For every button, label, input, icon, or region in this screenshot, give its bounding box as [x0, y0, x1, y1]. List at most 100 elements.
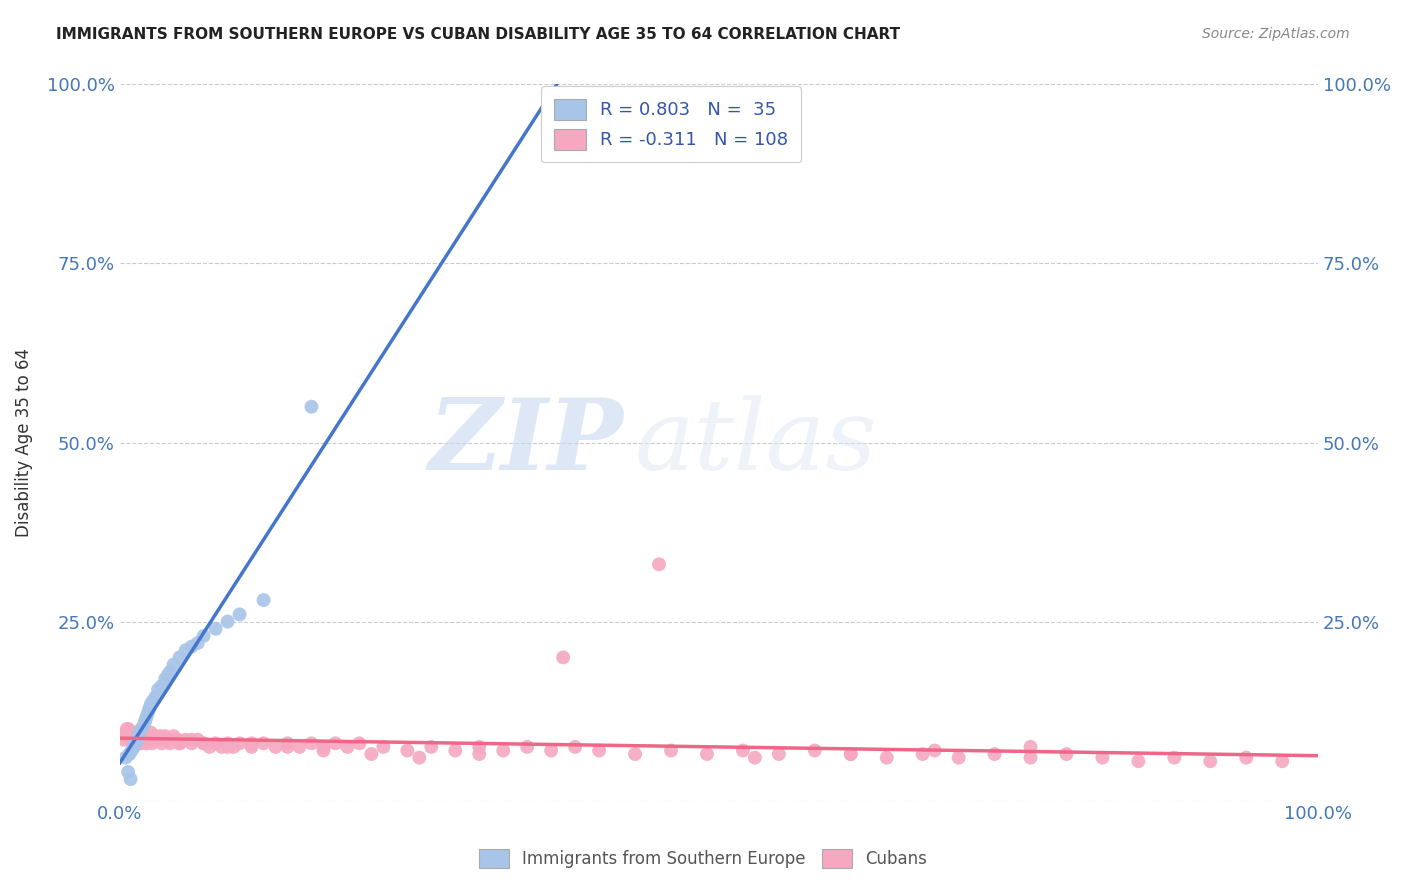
Point — [122, 739, 145, 754]
Point — [169, 650, 191, 665]
Point — [132, 718, 155, 732]
Point — [193, 736, 215, 750]
Point — [288, 739, 311, 754]
Point — [408, 750, 430, 764]
Point — [128, 729, 150, 743]
Point — [128, 725, 150, 739]
Point — [163, 657, 186, 672]
Point — [134, 714, 156, 729]
Point — [588, 743, 610, 757]
Point — [135, 729, 157, 743]
Point — [129, 732, 152, 747]
Point — [336, 739, 359, 754]
Point — [240, 736, 263, 750]
Point — [115, 725, 138, 739]
Point — [114, 725, 136, 739]
Point — [150, 679, 173, 693]
Point — [169, 736, 191, 750]
Text: IMMIGRANTS FROM SOUTHERN EUROPE VS CUBAN DISABILITY AGE 35 TO 64 CORRELATION CHA: IMMIGRANTS FROM SOUTHERN EUROPE VS CUBAN… — [56, 27, 900, 42]
Point — [115, 722, 138, 736]
Point — [624, 747, 647, 761]
Point — [1019, 739, 1042, 754]
Point — [252, 736, 274, 750]
Point — [118, 725, 141, 739]
Point — [204, 622, 226, 636]
Point — [174, 732, 197, 747]
Point — [696, 747, 718, 761]
Legend: Immigrants from Southern Europe, Cubans: Immigrants from Southern Europe, Cubans — [472, 842, 934, 875]
Point — [156, 732, 179, 747]
Point — [131, 736, 153, 750]
Point — [136, 729, 159, 743]
Point — [217, 739, 239, 754]
Point — [159, 665, 181, 679]
Point — [1091, 750, 1114, 764]
Point — [138, 704, 160, 718]
Text: Source: ZipAtlas.com: Source: ZipAtlas.com — [1202, 27, 1350, 41]
Point — [121, 732, 143, 747]
Point — [193, 736, 215, 750]
Point — [114, 729, 136, 743]
Point — [211, 739, 233, 754]
Point — [252, 593, 274, 607]
Point — [325, 736, 347, 750]
Point — [174, 643, 197, 657]
Point — [131, 722, 153, 736]
Point — [540, 743, 562, 757]
Point — [876, 750, 898, 764]
Point — [228, 736, 250, 750]
Point — [122, 736, 145, 750]
Point — [1234, 750, 1257, 764]
Point — [744, 750, 766, 764]
Point — [124, 729, 146, 743]
Point — [1019, 750, 1042, 764]
Point — [136, 707, 159, 722]
Point — [149, 729, 172, 743]
Point — [1271, 754, 1294, 768]
Point — [120, 729, 142, 743]
Point — [1128, 754, 1150, 768]
Point — [312, 739, 335, 754]
Point — [132, 729, 155, 743]
Point — [659, 743, 682, 757]
Point — [948, 750, 970, 764]
Point — [121, 743, 143, 757]
Point — [396, 743, 419, 757]
Legend: R = 0.803   N =  35, R = -0.311   N = 108: R = 0.803 N = 35, R = -0.311 N = 108 — [541, 87, 801, 162]
Point — [159, 736, 181, 750]
Point — [131, 725, 153, 739]
Point — [301, 400, 323, 414]
Point — [148, 732, 170, 747]
Point — [276, 739, 298, 754]
Point — [444, 743, 467, 757]
Point — [145, 732, 167, 747]
Point — [217, 615, 239, 629]
Point — [983, 747, 1005, 761]
Point — [138, 700, 160, 714]
Point — [122, 725, 145, 739]
Point — [169, 736, 191, 750]
Point — [1199, 754, 1222, 768]
Point — [180, 736, 202, 750]
Point — [118, 725, 141, 739]
Point — [804, 743, 827, 757]
Point — [301, 736, 323, 750]
Point — [420, 739, 443, 754]
Point — [839, 747, 862, 761]
Point — [117, 722, 139, 736]
Point — [187, 732, 209, 747]
Point — [135, 736, 157, 750]
Point — [349, 736, 371, 750]
Point — [924, 743, 946, 757]
Point — [112, 732, 135, 747]
Point — [492, 743, 515, 757]
Point — [228, 607, 250, 622]
Point — [1056, 747, 1078, 761]
Point — [135, 711, 157, 725]
Point — [124, 736, 146, 750]
Y-axis label: Disability Age 35 to 64: Disability Age 35 to 64 — [15, 348, 32, 537]
Text: ZIP: ZIP — [427, 394, 623, 491]
Point — [127, 732, 149, 747]
Point — [373, 739, 395, 754]
Point — [128, 729, 150, 743]
